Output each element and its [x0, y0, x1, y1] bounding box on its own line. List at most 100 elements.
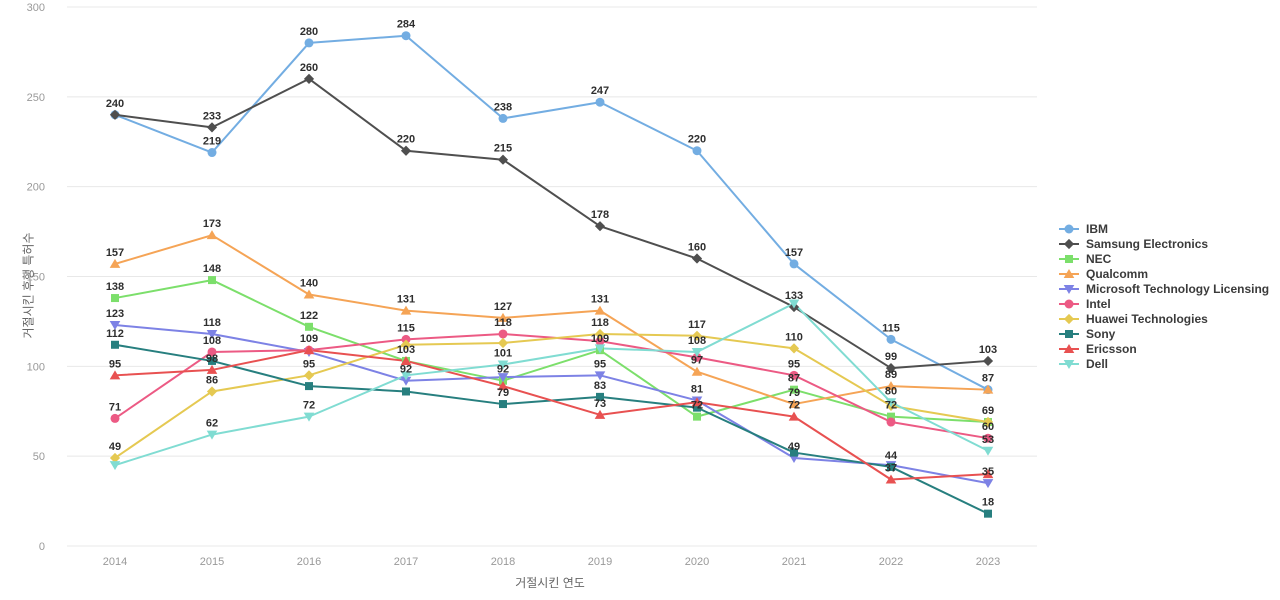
data-point-marker[interactable] — [497, 337, 509, 349]
data-point-marker[interactable] — [594, 371, 606, 381]
legend-item-sony[interactable]: Sony — [1058, 328, 1269, 340]
data-point-marker[interactable] — [982, 355, 994, 367]
legend-item-samsung-electronics[interactable]: Samsung Electronics — [1058, 238, 1269, 250]
data-point-marker[interactable] — [692, 146, 702, 156]
data-point-marker[interactable] — [208, 356, 216, 365]
data-point-marker[interactable] — [886, 334, 896, 344]
legend-item-ericsson[interactable]: Ericsson — [1058, 343, 1269, 355]
data-point-marker[interactable] — [109, 370, 121, 380]
data-point-marker[interactable] — [206, 329, 218, 339]
data-point-marker[interactable] — [402, 387, 410, 396]
data-point-marker[interactable] — [498, 113, 508, 123]
data-point-marker[interactable] — [788, 299, 800, 309]
data-point-marker[interactable] — [788, 343, 800, 354]
data-point-marker[interactable] — [691, 347, 703, 357]
data-point-marker[interactable] — [497, 312, 509, 322]
data-point-marker[interactable] — [208, 276, 216, 285]
data-point-marker[interactable] — [206, 430, 218, 440]
data-point-marker[interactable] — [305, 322, 313, 331]
data-point-marker[interactable] — [982, 469, 994, 479]
data-point-marker[interactable] — [983, 433, 993, 443]
data-point-marker[interactable] — [303, 289, 315, 299]
data-point-marker[interactable] — [789, 259, 799, 269]
data-point-marker[interactable] — [497, 360, 509, 370]
data-point-marker[interactable] — [885, 474, 897, 484]
data-point-marker[interactable] — [885, 363, 897, 374]
data-point-marker[interactable] — [693, 403, 701, 412]
data-point-label: 86 — [206, 374, 218, 386]
data-point-marker[interactable] — [206, 122, 218, 133]
data-point-marker[interactable] — [790, 385, 798, 394]
data-point-marker[interactable] — [497, 381, 509, 391]
data-point-marker[interactable] — [109, 461, 121, 471]
data-point-marker[interactable] — [400, 355, 412, 365]
data-point-marker[interactable] — [206, 230, 218, 240]
data-point-marker[interactable] — [691, 366, 703, 376]
data-point-marker[interactable] — [790, 448, 798, 457]
data-point-marker[interactable] — [691, 253, 703, 264]
data-point-marker[interactable] — [400, 339, 412, 350]
data-point-marker[interactable] — [886, 417, 896, 427]
data-point-marker[interactable] — [594, 328, 606, 340]
data-point-marker[interactable] — [111, 294, 119, 303]
data-point-marker[interactable] — [693, 412, 701, 421]
data-point-marker[interactable] — [885, 381, 897, 391]
data-point-marker[interactable] — [982, 479, 994, 489]
data-point-marker[interactable] — [109, 109, 121, 120]
data-point-marker[interactable] — [788, 399, 800, 409]
data-point-marker[interactable] — [982, 416, 994, 428]
data-point-marker[interactable] — [401, 334, 411, 344]
data-point-marker[interactable] — [305, 382, 313, 391]
legend-item-huawei-technologies[interactable]: Huawei Technologies — [1058, 313, 1269, 325]
data-point-marker[interactable] — [595, 97, 605, 107]
x-tick-label: 2019 — [588, 556, 612, 568]
legend-item-dell[interactable]: Dell — [1058, 358, 1269, 370]
data-point-marker[interactable] — [206, 364, 218, 374]
data-point-marker[interactable] — [303, 345, 315, 355]
data-point-marker[interactable] — [594, 305, 606, 315]
legend-item-nec[interactable]: NEC — [1058, 253, 1269, 265]
data-point-marker[interactable] — [304, 38, 314, 48]
data-point-marker[interactable] — [400, 376, 412, 386]
data-point-marker[interactable] — [206, 386, 218, 397]
data-point-marker[interactable] — [497, 373, 509, 383]
data-point-marker[interactable] — [594, 409, 606, 419]
data-point-marker[interactable] — [692, 352, 702, 362]
data-point-marker[interactable] — [887, 412, 895, 421]
data-point-marker[interactable] — [110, 413, 120, 423]
data-point-marker[interactable] — [691, 397, 703, 407]
data-point-marker[interactable] — [400, 145, 412, 156]
data-point-marker[interactable] — [400, 371, 412, 381]
data-point-marker[interactable] — [303, 412, 315, 422]
data-point-marker[interactable] — [400, 305, 412, 315]
data-point-marker[interactable] — [596, 392, 604, 401]
data-point-marker[interactable] — [984, 509, 992, 518]
legend-item-intel[interactable]: Intel — [1058, 298, 1269, 310]
data-point-marker — [1063, 313, 1075, 325]
data-point-marker[interactable] — [498, 329, 508, 339]
data-point-marker[interactable] — [789, 370, 799, 380]
data-point-marker[interactable] — [207, 347, 217, 357]
legend-label: NEC — [1086, 252, 1112, 266]
y-tick-label: 0 — [39, 541, 45, 553]
data-point-marker[interactable] — [594, 344, 606, 354]
data-point-marker[interactable] — [303, 370, 315, 381]
data-point-marker[interactable] — [788, 411, 800, 421]
diamond-legend-icon — [1059, 313, 1079, 325]
data-point-marker[interactable] — [691, 330, 703, 341]
data-point-marker[interactable] — [109, 321, 121, 331]
data-point-marker[interactable] — [595, 336, 605, 346]
legend-item-ibm[interactable]: IBM — [1058, 223, 1269, 235]
data-point-marker[interactable] — [982, 384, 994, 394]
data-point-marker[interactable] — [887, 462, 895, 471]
data-point-marker[interactable] — [499, 400, 507, 409]
data-point-marker[interactable] — [109, 258, 121, 268]
legend-item-microsoft-technology-licensing[interactable]: Microsoft Technology Licensing — [1058, 283, 1269, 295]
data-point-marker[interactable] — [982, 446, 994, 456]
data-point-marker[interactable] — [885, 398, 897, 408]
data-point-marker[interactable] — [401, 31, 411, 41]
data-point-marker[interactable] — [207, 148, 217, 158]
legend-item-qualcomm[interactable]: Qualcomm — [1058, 268, 1269, 280]
series-line-dell — [114, 302, 989, 467]
data-point-marker[interactable] — [111, 340, 119, 349]
